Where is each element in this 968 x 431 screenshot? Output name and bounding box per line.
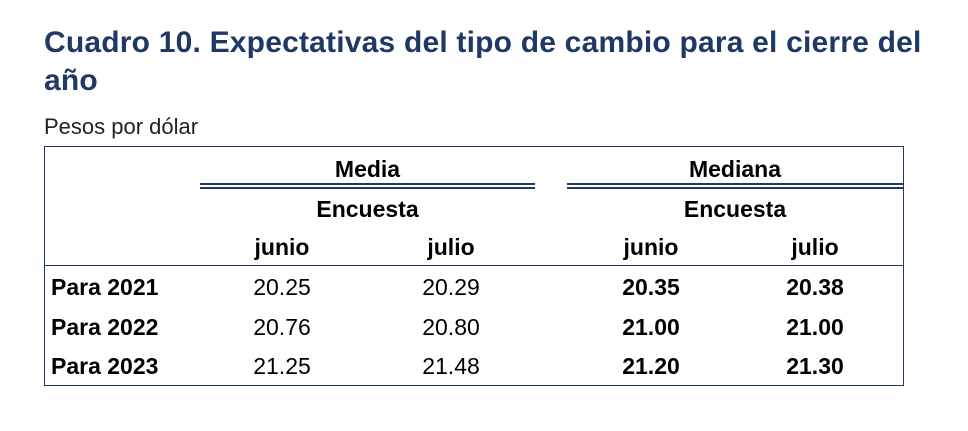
row-label-2023: Para 2023	[51, 353, 159, 379]
cell-2023-mediana-junio: 21.20	[622, 353, 680, 379]
cell-2021-mediana-julio: 20.38	[786, 274, 844, 300]
cell-2022-mediana-junio: 21.00	[622, 314, 680, 340]
cell-2021-media-julio: 20.29	[422, 274, 480, 300]
media-double-rule	[200, 183, 535, 189]
group-header-mediana: Mediana	[688, 156, 782, 182]
column-header-junio-mediana: junio	[623, 234, 679, 260]
column-header-julio-mediana: julio	[791, 234, 839, 260]
cell-2023-media-julio: 21.48	[422, 353, 480, 379]
cell-2022-media-junio: 20.76	[253, 314, 311, 340]
header-separator	[45, 265, 903, 266]
subgroup-header-encuesta-mediana: Encuesta	[683, 196, 787, 222]
subgroup-header-encuesta-media: Encuesta	[316, 196, 419, 222]
cell-2022-media-julio: 20.80	[422, 314, 480, 340]
cell-2023-mediana-julio: 21.30	[786, 353, 844, 379]
expectations-table: Media Mediana Encuesta Encuesta junio ju…	[44, 146, 904, 386]
cell-2021-media-junio: 20.25	[253, 274, 311, 300]
mediana-double-rule	[567, 183, 903, 189]
group-header-media: Media	[334, 156, 401, 182]
row-label-2022: Para 2022	[51, 314, 159, 340]
column-header-julio-media: julio	[427, 234, 475, 260]
row-label-2021: Para 2021	[51, 274, 159, 300]
column-header-junio-media: junio	[254, 234, 310, 260]
table-subtitle: Pesos por dólar	[44, 114, 199, 139]
cell-2021-mediana-junio: 20.35	[622, 274, 680, 300]
cell-2022-mediana-julio: 21.00	[786, 314, 844, 340]
table-title: Cuadro 10. Expectativas del tipo de camb…	[44, 26, 922, 97]
cell-2023-media-junio: 21.25	[253, 353, 311, 379]
